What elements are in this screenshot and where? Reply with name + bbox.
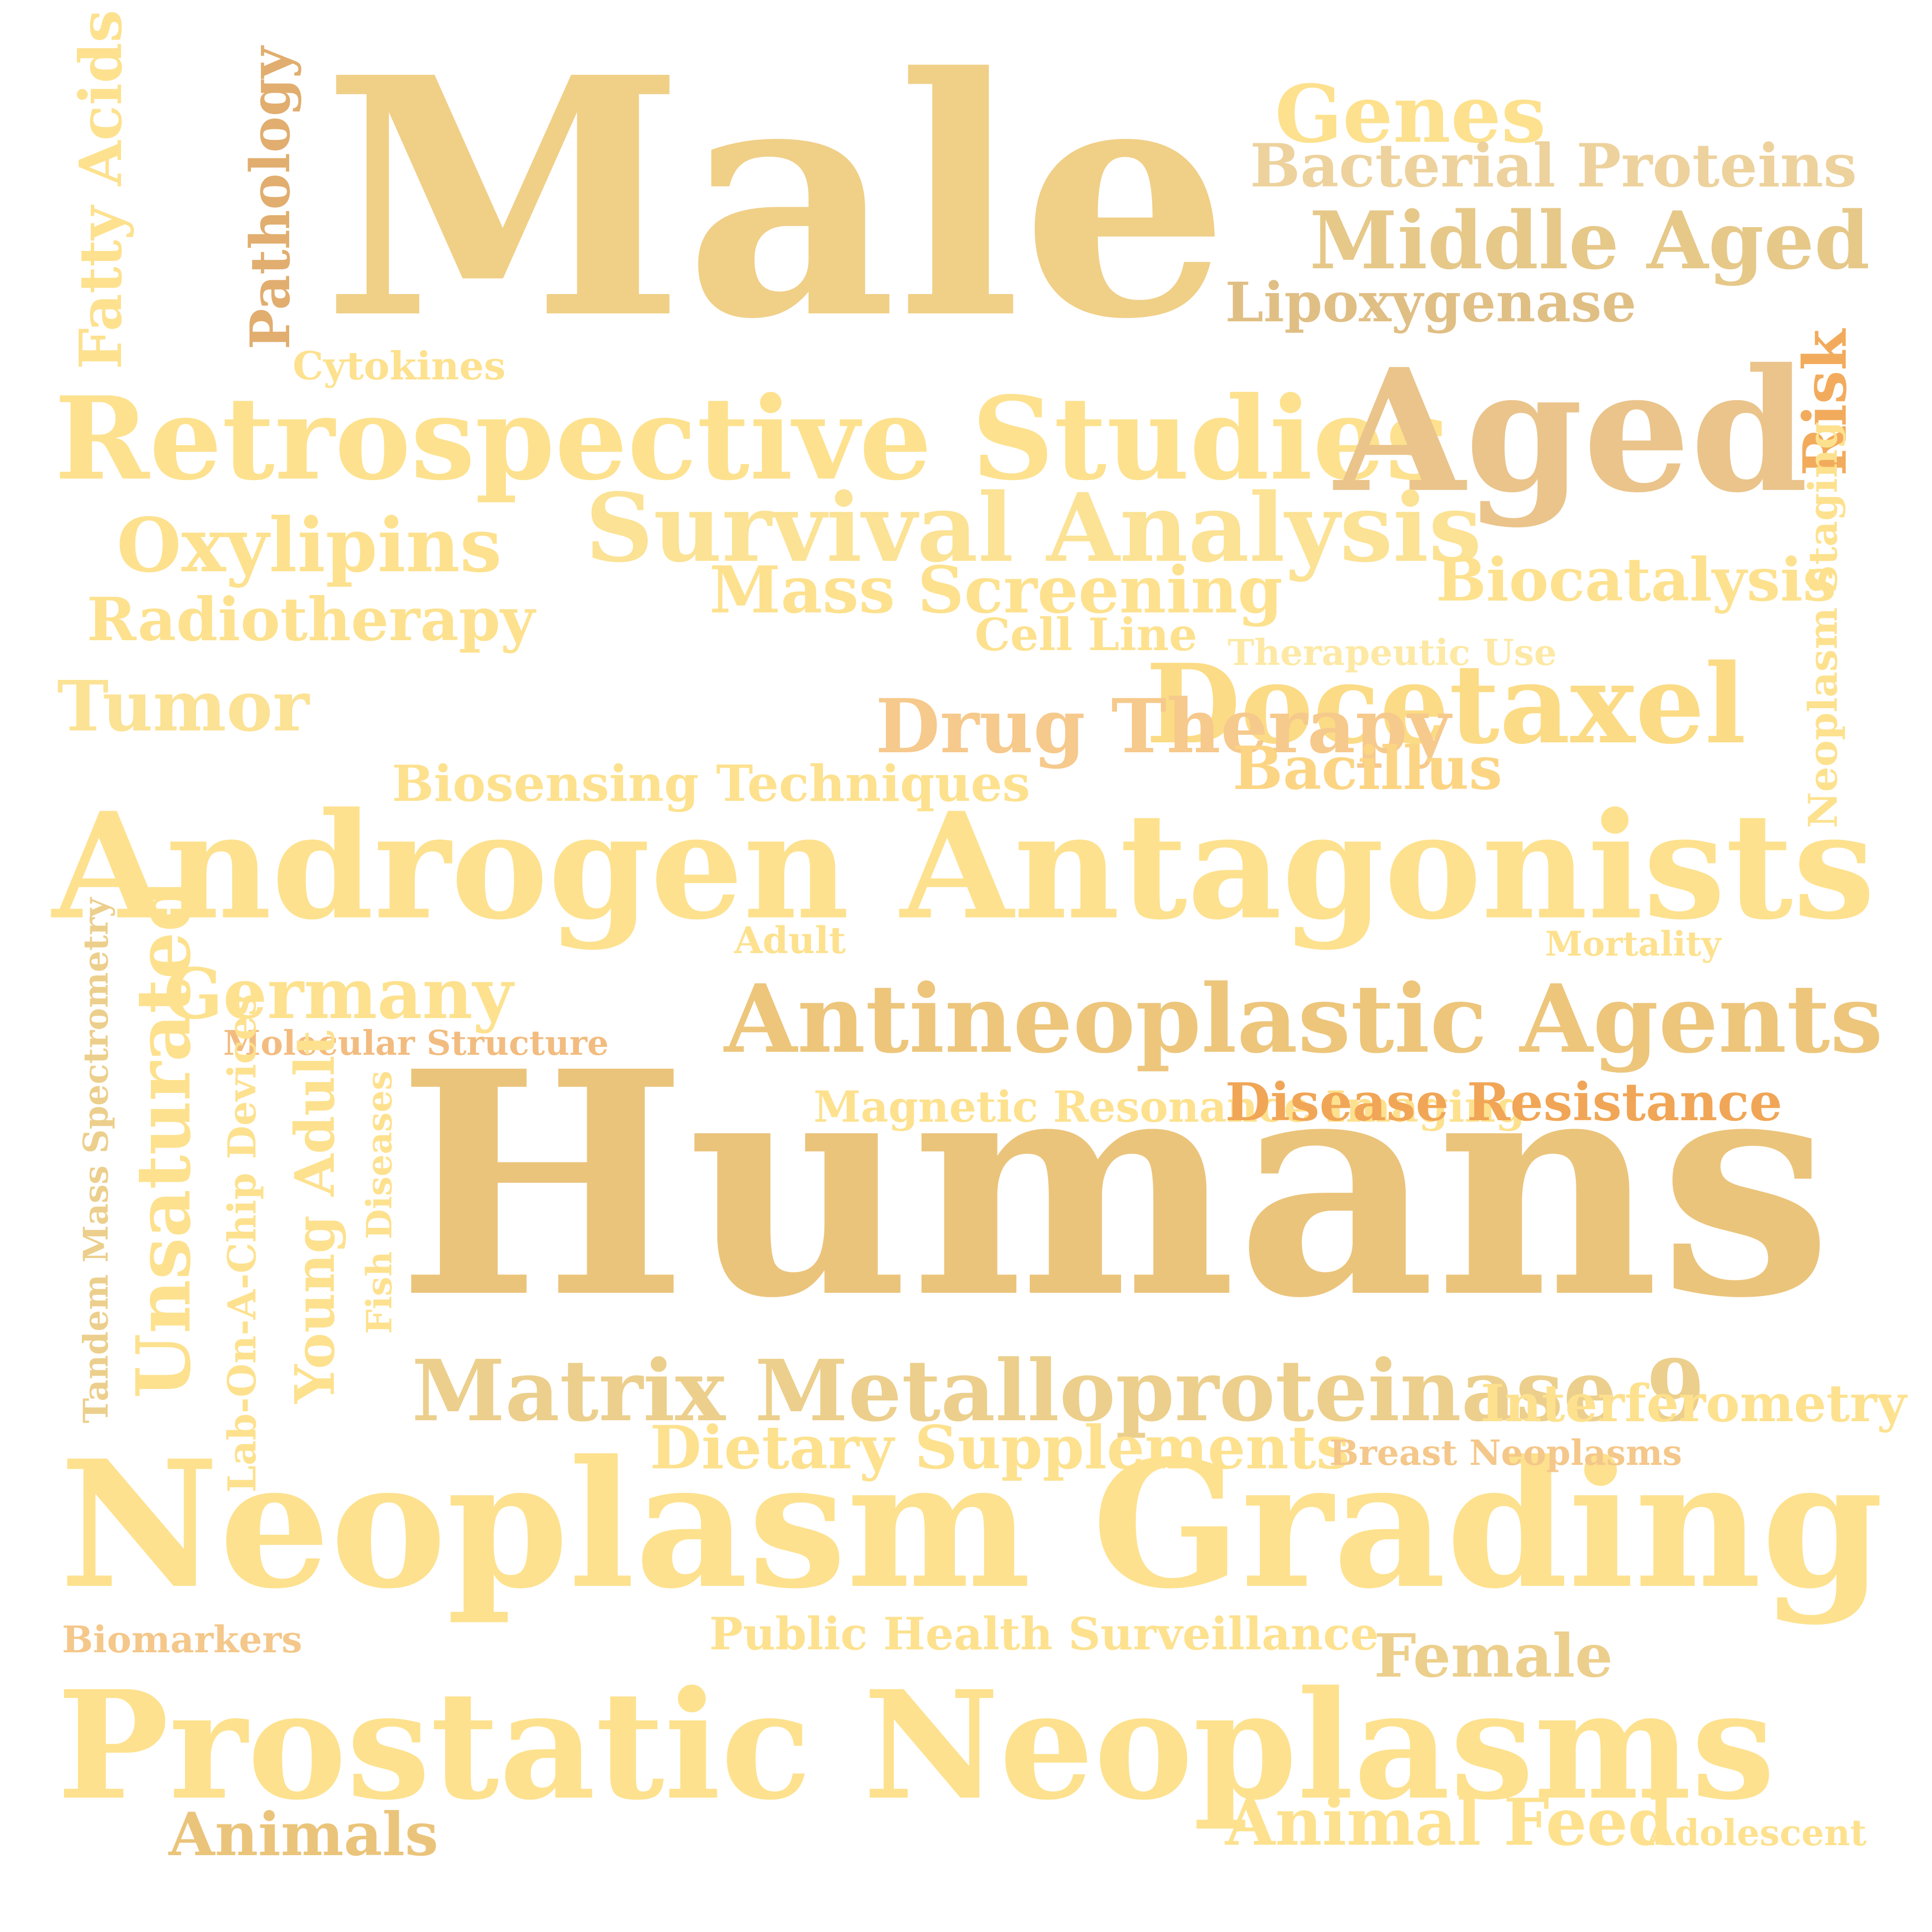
word-mortality: Bacillus xyxy=(1233,733,1502,803)
word-animal-feed: Fish Diseases xyxy=(359,1071,400,1334)
word-biocatalysis: Radiotherapy xyxy=(87,585,535,655)
word-lipoxygenase: Lipoxygenase xyxy=(1225,270,1636,334)
word-adult: Drug Therapy xyxy=(875,683,1451,770)
word-androgen-antagonists: Androgen Antagonists xyxy=(52,781,1875,952)
word-dietary-supplements: Molecular Structure xyxy=(223,1024,609,1063)
word-risk: Breast Neoplasms xyxy=(1329,1432,1683,1473)
word-therapeutic-use: Mass Screening xyxy=(709,552,1283,628)
word-fish-diseases: Adolescent xyxy=(1647,1811,1867,1854)
word-interferometry: Germany xyxy=(164,954,513,1035)
word-bacillus: Therapeutic Use xyxy=(1228,631,1557,673)
word-pathology: Dietary Supplements xyxy=(650,1413,1350,1483)
word-drug-therapy: Biocatalysis xyxy=(1436,545,1837,615)
word-matrix-metalloproteinase-9: Matrix Metalloproteinase 9 xyxy=(412,1341,1705,1441)
word-disease-resistance: Mortality xyxy=(1545,924,1721,964)
word-unsaturated: Female xyxy=(1374,1621,1613,1691)
word-neoplasm-grading: Neoplasm Grading xyxy=(60,1423,1884,1628)
word-germany: Neoplasm Staging xyxy=(1800,421,1846,828)
word-biomarkers: Disease Resistance xyxy=(1225,1071,1783,1133)
word-neoplasm-staging: Biomarkers xyxy=(62,1619,303,1661)
word-cytokines: Fatty Acids xyxy=(66,9,135,369)
word-middle-aged: Middle Aged xyxy=(1309,194,1870,287)
word-cell-line: Oxylipins xyxy=(117,502,502,589)
word-docetaxel: Docetaxel xyxy=(1146,640,1746,768)
word-male: Male xyxy=(322,6,1230,391)
word-oxylipins: Pathology xyxy=(238,46,302,350)
word-bacterial-proteins: Bacterial Proteins xyxy=(1250,131,1857,201)
word-adolescent: Lab-On-A-Chip Devices xyxy=(220,994,265,1493)
word-aged: Aged xyxy=(1334,332,1808,530)
word-fatty-acids: Interferometry xyxy=(1481,1374,1907,1434)
word-survival-analysis: Survival Analysis xyxy=(585,473,1482,583)
word-magnetic-resonance-imaging: Adult xyxy=(734,919,846,962)
word-mass-screening: Cytokines xyxy=(293,344,506,389)
word-animals: Young Adult xyxy=(283,1030,347,1403)
word-humans: Humans xyxy=(397,1005,1833,1366)
word-tandem-mass-spectrometry: Public Health Surveillance xyxy=(709,1608,1379,1660)
word-tumor: Cell Line xyxy=(975,608,1197,661)
word-prostatic-neoplasms: Prostatic Neoplasms xyxy=(57,1658,1775,1833)
word-antineoplastic-agents: Antineoplastic Agents xyxy=(724,964,1883,1074)
word-public-health-surveillance: Tandem Mass Spectrometry xyxy=(76,898,116,1423)
word-breast-neoplasms: Magnetic Resonance Imaging xyxy=(813,1082,1526,1132)
word-lab-on-a-chip-devices: Animals xyxy=(169,1800,438,1870)
word-genes: Genes xyxy=(1275,67,1546,161)
word-young-adult: Animal Feed xyxy=(1225,1784,1673,1860)
word-molecular-structure: Biosensing Techniques xyxy=(392,754,1030,813)
word-retrospective-studies: Retrospective Studies xyxy=(55,372,1450,506)
word-female: Unsaturated xyxy=(120,880,207,1398)
word-biosensing-techniques: Tumor xyxy=(57,666,310,747)
